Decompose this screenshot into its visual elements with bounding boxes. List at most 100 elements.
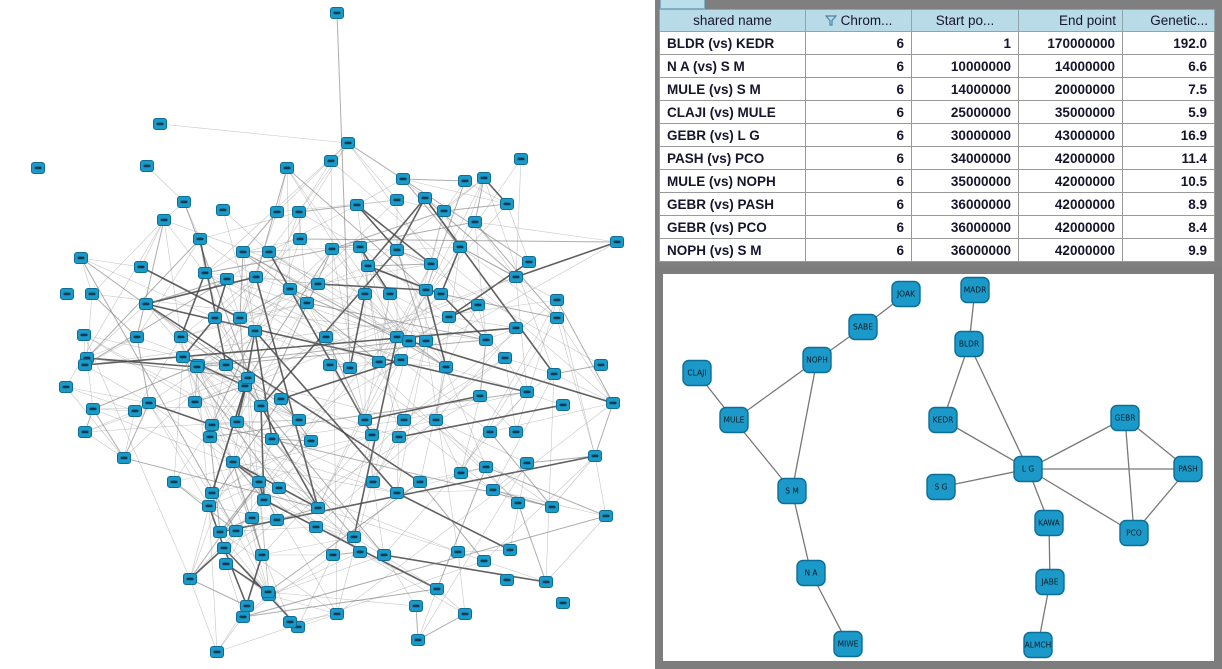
graph-node[interactable] — [330, 7, 344, 19]
graph-edge-LG-PCO[interactable] — [1027, 468, 1135, 534]
graph-node[interactable] — [372, 356, 386, 368]
graph-node[interactable] — [270, 514, 284, 526]
graph-node[interactable] — [479, 461, 493, 473]
graph-node[interactable] — [293, 233, 307, 245]
graph-node[interactable] — [257, 494, 271, 506]
graph-node[interactable] — [280, 162, 294, 174]
graph-node[interactable] — [241, 372, 255, 384]
graph-node[interactable] — [213, 526, 227, 538]
graph-node[interactable] — [390, 194, 404, 206]
graph-node-KAWA[interactable]: KAWA — [1034, 509, 1064, 537]
graph-node-SG[interactable]: S G — [926, 473, 956, 501]
graph-node[interactable] — [394, 354, 408, 366]
graph-node[interactable] — [383, 288, 397, 300]
graph-node[interactable] — [249, 271, 263, 283]
graph-node[interactable] — [236, 246, 250, 258]
graph-node-PASH[interactable]: PASH — [1173, 455, 1203, 483]
graph-node[interactable] — [252, 476, 266, 488]
graph-node[interactable] — [128, 405, 142, 417]
graph-node[interactable] — [325, 243, 339, 255]
graph-node[interactable] — [500, 198, 514, 210]
column-header-start-po-[interactable]: Start po... — [911, 9, 1019, 32]
graph-node-NA[interactable]: N A — [796, 559, 826, 587]
graph-node[interactable] — [522, 256, 536, 268]
graph-node[interactable] — [74, 252, 88, 264]
graph-node[interactable] — [188, 396, 202, 408]
graph-node[interactable] — [610, 236, 624, 248]
graph-node[interactable] — [324, 155, 338, 167]
table-row[interactable]: NOPH (vs) S M 6 36000000 42000000 9.9 — [659, 238, 1215, 262]
graph-node[interactable] — [451, 546, 465, 558]
graph-node[interactable] — [230, 416, 244, 428]
graph-node-KEDR[interactable]: KEDR — [928, 406, 958, 434]
graph-node[interactable] — [326, 549, 340, 561]
graph-node[interactable] — [498, 352, 512, 364]
graph-node[interactable] — [78, 359, 92, 371]
graph-node[interactable] — [520, 386, 534, 398]
graph-node[interactable] — [254, 400, 268, 412]
graph-node[interactable] — [539, 576, 553, 588]
graph-node-MULE[interactable]: MULE — [719, 406, 749, 434]
graph-node[interactable] — [31, 162, 45, 174]
graph-node[interactable] — [550, 312, 564, 324]
graph-edge-LG-GEBR[interactable] — [1027, 417, 1126, 470]
graph-node[interactable] — [283, 616, 297, 628]
graph-node[interactable] — [473, 390, 487, 402]
graph-node[interactable] — [439, 361, 453, 373]
graph-node[interactable] — [520, 457, 534, 469]
graph-node[interactable] — [594, 359, 608, 371]
graph-node-PCO[interactable]: PCO — [1119, 519, 1149, 547]
graph-node[interactable] — [468, 216, 482, 228]
graph-node[interactable] — [418, 192, 432, 204]
graph-node[interactable] — [229, 525, 243, 537]
graph-node[interactable] — [245, 512, 259, 524]
graph-node[interactable] — [358, 414, 372, 426]
graph-node[interactable] — [424, 258, 438, 270]
graph-node[interactable] — [216, 204, 230, 216]
graph-node[interactable] — [177, 196, 191, 208]
graph-node[interactable] — [606, 397, 620, 409]
graph-node[interactable] — [390, 487, 404, 499]
column-header-end-point[interactable]: End point — [1018, 9, 1123, 32]
graph-node[interactable] — [183, 573, 197, 585]
graph-node[interactable] — [226, 456, 240, 468]
graph-node[interactable] — [353, 241, 367, 253]
graph-node[interactable] — [309, 521, 323, 533]
graph-node[interactable] — [85, 288, 99, 300]
graph-node[interactable] — [205, 487, 219, 499]
graph-node[interactable] — [358, 288, 372, 300]
column-header-chrom-[interactable]: Chrom... — [805, 9, 912, 32]
graph-node-CLAJI[interactable]: CLAJI — [682, 359, 712, 387]
table-row[interactable]: BLDR (vs) KEDR 6 1 170000000 192.0 — [659, 31, 1215, 55]
graph-node[interactable] — [392, 431, 406, 443]
graph-node[interactable] — [479, 334, 493, 346]
graph-node[interactable] — [203, 431, 217, 443]
graph-node[interactable] — [514, 153, 528, 165]
graph-node[interactable] — [292, 206, 306, 218]
table-row[interactable]: MULE (vs) S M 6 14000000 20000000 7.5 — [659, 77, 1215, 101]
filter-funnel-icon[interactable] — [824, 15, 837, 26]
graph-node[interactable] — [509, 426, 523, 438]
graph-node[interactable] — [365, 429, 379, 441]
graph-node[interactable] — [454, 467, 468, 479]
graph-node[interactable] — [59, 381, 73, 393]
graph-node[interactable] — [311, 502, 325, 514]
graph-node[interactable] — [176, 351, 190, 363]
graph-node[interactable] — [483, 426, 497, 438]
graph-node[interactable] — [134, 261, 148, 273]
graph-node[interactable] — [458, 608, 472, 620]
graph-node[interactable] — [60, 288, 74, 300]
graph-node[interactable] — [442, 311, 456, 323]
overview-network-canvas[interactable] — [0, 0, 655, 669]
graph-edge-GEBR-PCO[interactable] — [1124, 417, 1135, 534]
graph-node[interactable] — [86, 403, 100, 415]
graph-node[interactable] — [429, 414, 443, 426]
graph-node[interactable] — [272, 482, 286, 494]
table-row[interactable]: GEBR (vs) PCO 6 36000000 42000000 8.4 — [659, 215, 1215, 239]
graph-edge-BLDR-LG[interactable] — [968, 343, 1029, 470]
graph-node[interactable] — [274, 393, 288, 405]
graph-node[interactable] — [219, 359, 233, 371]
graph-node[interactable] — [304, 435, 318, 447]
graph-node[interactable] — [319, 331, 333, 343]
graph-node[interactable] — [283, 283, 297, 295]
